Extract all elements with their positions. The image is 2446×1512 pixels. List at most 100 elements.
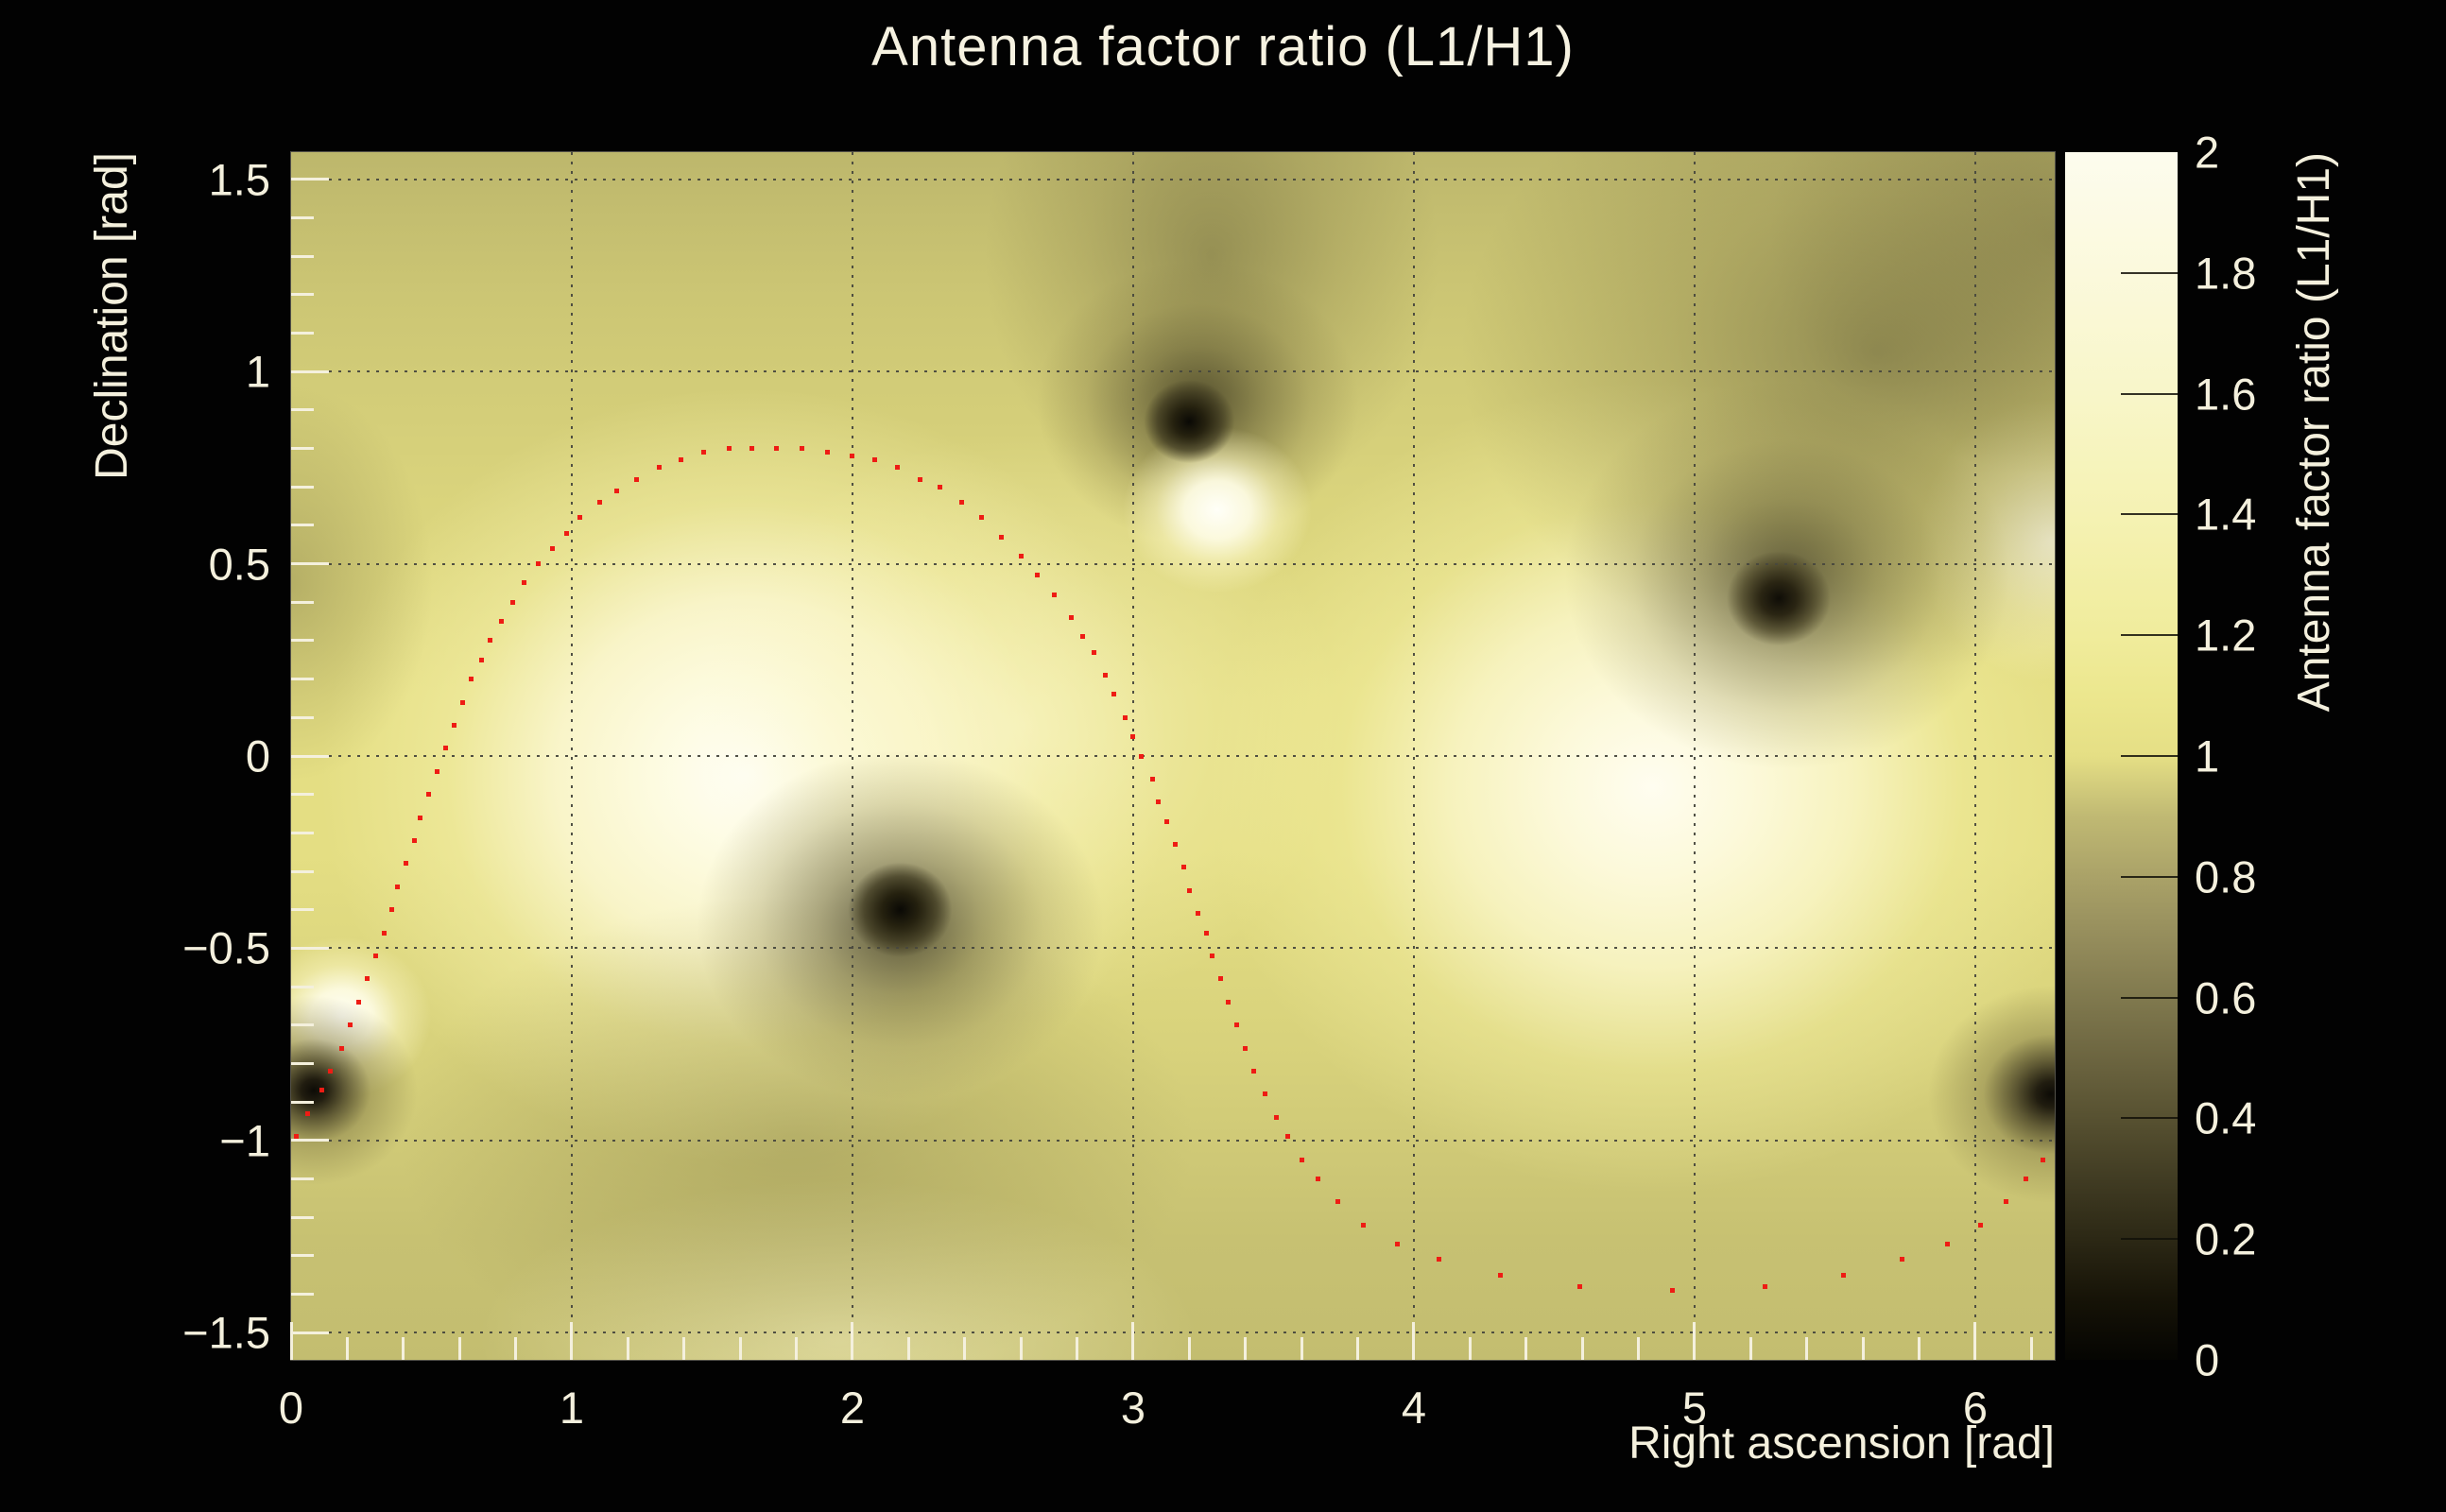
y-minor-tick xyxy=(291,1023,314,1027)
track-point xyxy=(468,677,474,682)
track-point xyxy=(521,580,526,586)
colorbar-tick-label: 0.6 xyxy=(2195,972,2257,1023)
track-point xyxy=(347,1022,353,1028)
track-point xyxy=(563,530,569,536)
track-point xyxy=(1156,799,1162,805)
x-minor-tick xyxy=(1917,1337,1921,1360)
x-major-tick xyxy=(570,1322,574,1360)
y-minor-tick xyxy=(291,447,314,451)
y-minor-tick xyxy=(291,1100,314,1104)
h-gridline xyxy=(291,562,2055,565)
x-minor-tick xyxy=(457,1337,461,1360)
y-minor-tick xyxy=(291,293,314,297)
track-point xyxy=(1669,1287,1675,1293)
y-minor-tick xyxy=(291,408,314,412)
heatmap-plot xyxy=(289,152,2055,1360)
colorbar-tick-label: 0.4 xyxy=(2195,1092,2257,1143)
track-point xyxy=(1498,1272,1504,1278)
track-point xyxy=(633,476,639,482)
x-minor-tick xyxy=(402,1337,405,1360)
y-tick-label: −1.5 xyxy=(182,1307,270,1358)
track-point xyxy=(1437,1257,1442,1263)
track-point xyxy=(1209,954,1214,959)
track-point xyxy=(1394,1242,1400,1247)
track-point xyxy=(937,484,942,490)
x-tick-label: 4 xyxy=(1401,1383,1426,1433)
track-point xyxy=(488,638,493,644)
colorbar-tick xyxy=(2121,755,2178,757)
y-major-tick xyxy=(291,369,329,373)
track-point xyxy=(1335,1199,1341,1205)
track-point xyxy=(442,746,448,751)
track-point xyxy=(355,999,361,1005)
track-point xyxy=(1243,1045,1249,1051)
x-axis-title: Right ascension [rad] xyxy=(1628,1418,2055,1469)
track-point xyxy=(2004,1199,2009,1205)
track-point xyxy=(1186,887,1192,893)
y-minor-tick xyxy=(291,524,314,527)
track-point xyxy=(364,976,370,982)
x-minor-tick xyxy=(345,1337,349,1360)
track-point xyxy=(328,1069,334,1074)
v-gridline xyxy=(851,152,853,1360)
colorbar-tick-label: 1.6 xyxy=(2195,369,2257,420)
v-gridline xyxy=(1693,152,1696,1360)
colorbar-tick xyxy=(2121,996,2178,999)
colorbar-tick-label: 0.8 xyxy=(2195,851,2257,902)
plot-title: Antenna factor ratio (L1/H1) xyxy=(871,16,1575,77)
x-minor-tick xyxy=(1805,1337,1809,1360)
track-point xyxy=(381,930,387,936)
y-minor-tick xyxy=(291,1215,314,1219)
x-tick-label: 2 xyxy=(839,1383,866,1433)
h-gridline xyxy=(291,1332,2055,1334)
x-minor-tick xyxy=(1748,1337,1752,1360)
colorbar-tick-label: 1.8 xyxy=(2195,248,2257,299)
y-minor-tick xyxy=(291,831,314,834)
track-point xyxy=(510,599,516,605)
track-point xyxy=(434,768,439,774)
h-gridline xyxy=(291,1139,2055,1142)
colorbar-tick xyxy=(2121,1238,2178,1241)
y-minor-tick xyxy=(291,1254,314,1258)
y-tick-label: 0 xyxy=(245,730,270,782)
y-minor-tick xyxy=(291,678,314,681)
track-point xyxy=(1226,999,1232,1005)
y-minor-tick xyxy=(291,639,314,643)
track-point xyxy=(535,561,541,567)
y-major-tick xyxy=(291,754,329,758)
y-major-tick xyxy=(291,178,329,181)
track-point xyxy=(1102,673,1108,679)
y-minor-tick xyxy=(291,869,314,873)
track-point xyxy=(1944,1242,1950,1247)
x-minor-tick xyxy=(1468,1337,1472,1360)
track-point xyxy=(979,515,985,521)
track-point xyxy=(917,476,922,482)
track-point xyxy=(1576,1283,1582,1289)
track-point xyxy=(1203,930,1209,936)
x-minor-tick xyxy=(626,1337,629,1360)
track-point xyxy=(701,450,707,455)
track-point xyxy=(1840,1272,1846,1278)
track-point xyxy=(372,954,378,959)
track-point xyxy=(338,1045,344,1051)
y-minor-tick xyxy=(291,1061,314,1065)
x-tick-label: 6 xyxy=(1962,1383,1988,1433)
track-point xyxy=(549,545,555,551)
colorbar-tick-label: 2 xyxy=(2195,127,2220,178)
track-point xyxy=(1164,818,1170,824)
track-point xyxy=(613,488,619,493)
y-minor-tick xyxy=(291,215,314,219)
y-axis-title: Declination [rad] xyxy=(87,152,137,480)
track-point xyxy=(404,861,409,867)
y-major-tick xyxy=(291,1139,329,1143)
track-point xyxy=(1150,776,1156,782)
x-minor-tick xyxy=(963,1337,967,1360)
colorbar-tick xyxy=(2121,392,2178,395)
y-tick-label: −1 xyxy=(219,1115,270,1166)
track-point xyxy=(1978,1222,1984,1228)
y-major-tick xyxy=(291,1331,329,1334)
track-point xyxy=(479,657,485,662)
x-minor-tick xyxy=(1580,1337,1584,1360)
track-point xyxy=(1316,1176,1321,1181)
y-tick-label: 0.5 xyxy=(208,539,270,590)
